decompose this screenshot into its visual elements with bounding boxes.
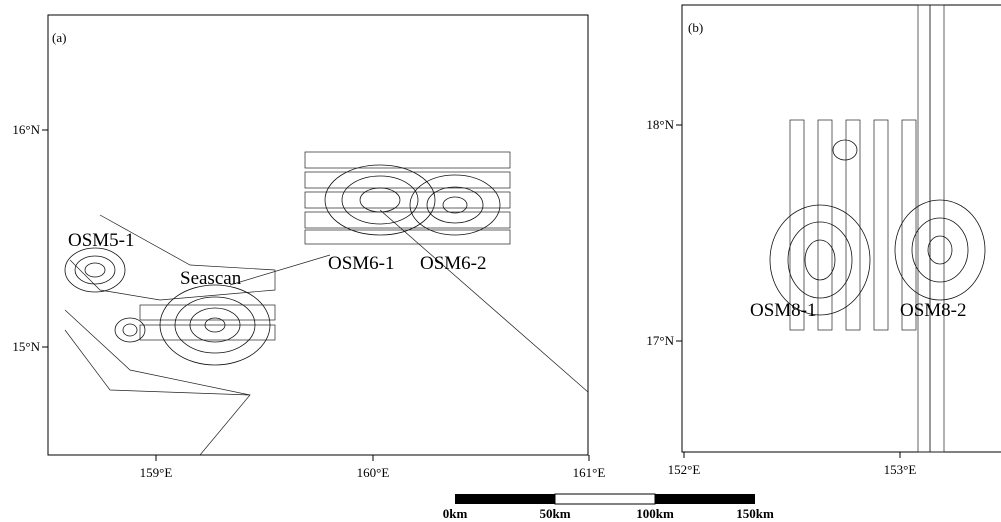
lat-tick-label: 18°N <box>646 117 674 132</box>
site-label: OSM8-2 <box>900 300 967 321</box>
scale-label: 0km <box>443 506 468 521</box>
lon-tick-label: 152°E <box>668 462 701 477</box>
panel-b-frame <box>681 4 1001 453</box>
panel-label: (a) <box>52 30 66 45</box>
lon-tick-label: 160°E <box>357 465 390 480</box>
site-label: OSM8-1 <box>750 300 817 321</box>
lat-tick-label: 17°N <box>646 333 674 348</box>
scale-bar <box>455 493 755 505</box>
lat-tick-label: 15°N <box>12 339 40 354</box>
panel-b-contours <box>769 139 986 316</box>
panel-a-contours <box>64 164 501 366</box>
lon-tick-label: 153°E <box>884 462 917 477</box>
panel-label: (b) <box>688 20 703 35</box>
panel-b-tracks <box>789 4 945 453</box>
site-label: OSM5-1 <box>68 230 135 251</box>
panel-a-tracks <box>64 151 589 456</box>
site-label: Seascan <box>180 268 242 289</box>
lon-tick-label: 159°E <box>140 465 173 480</box>
scale-label: 50km <box>539 506 570 521</box>
lon-tick-label: 161°E <box>573 465 606 480</box>
panel-a-frame <box>47 14 589 456</box>
site-label: OSM6-1 <box>328 253 395 274</box>
scale-label: 100km <box>636 506 674 521</box>
site-label: OSM6-2 <box>420 253 487 274</box>
scale-label: 150km <box>736 506 774 521</box>
lat-tick-label: 16°N <box>12 122 40 137</box>
